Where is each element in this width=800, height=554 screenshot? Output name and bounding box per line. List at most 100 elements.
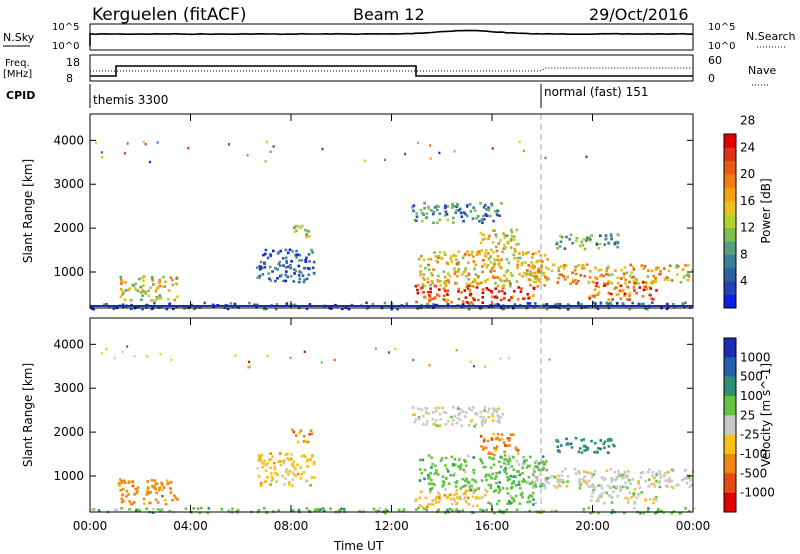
power-cell xyxy=(465,301,469,304)
velocity-cell xyxy=(535,465,539,468)
velocity-cell xyxy=(266,462,269,465)
power-cell xyxy=(465,204,469,207)
velocity-cell xyxy=(147,491,151,495)
velocity-cell xyxy=(306,479,309,483)
power-cell xyxy=(308,267,311,271)
power-cell xyxy=(528,302,532,305)
power-cell xyxy=(455,205,458,209)
velocity-cell xyxy=(662,474,666,478)
power-cell xyxy=(504,270,508,274)
nave-tick-low: 0 xyxy=(708,72,715,85)
velocity-cell xyxy=(302,454,306,457)
power-cell xyxy=(471,217,475,220)
power-cell xyxy=(277,251,281,254)
cpid-segment-1: themis 3300 xyxy=(93,93,168,107)
velocity-cell xyxy=(535,480,538,483)
velocity-cell xyxy=(312,460,316,464)
velocity-cell xyxy=(688,485,692,488)
power-cell xyxy=(144,292,148,295)
power-cell xyxy=(652,274,655,278)
velocity-cell xyxy=(508,455,511,458)
velocity-cell xyxy=(206,511,210,515)
power-cell xyxy=(668,264,672,268)
velocity-cell xyxy=(431,503,435,506)
power-cell xyxy=(580,303,583,306)
power-cell xyxy=(467,307,471,311)
power-cell xyxy=(650,297,654,301)
velocity-cell xyxy=(684,469,688,472)
velocity-cell xyxy=(484,365,487,368)
velocity-cell xyxy=(656,507,660,511)
power-cell xyxy=(514,243,518,246)
power-cell xyxy=(563,263,566,267)
velocity-cell xyxy=(479,410,483,414)
velocity-cell xyxy=(522,462,526,465)
velocity-cell xyxy=(509,502,512,505)
velocity-cell xyxy=(473,425,476,428)
velocity-cell xyxy=(427,474,430,477)
velocity-cell xyxy=(578,472,581,475)
power-cell xyxy=(469,282,472,286)
power-cell xyxy=(574,265,577,269)
velocity-cell xyxy=(309,429,313,433)
power-cell xyxy=(509,284,512,288)
velocity-cell xyxy=(136,489,139,493)
velocity-cell xyxy=(480,459,483,463)
power-cell xyxy=(554,303,557,306)
power-cell xyxy=(425,212,429,215)
velocity-cell xyxy=(603,446,606,449)
velocity-cell xyxy=(465,500,468,504)
power-cell xyxy=(168,302,171,306)
power-cell xyxy=(594,276,597,280)
velocity-cell xyxy=(484,465,487,469)
power-cell xyxy=(614,269,617,272)
power-cell xyxy=(667,269,671,273)
velocity-cell xyxy=(429,488,432,492)
velocity-cell xyxy=(329,507,332,511)
velocity-cell xyxy=(441,485,445,488)
velocity-cell xyxy=(127,493,130,496)
velocity-cell xyxy=(470,419,474,422)
velocity-cell xyxy=(496,432,500,436)
velocity-cell xyxy=(512,468,516,471)
velocity-cell xyxy=(490,452,493,456)
power-cell xyxy=(487,252,490,255)
power-cell xyxy=(571,271,574,274)
power-cell xyxy=(465,282,469,286)
velocity-cell xyxy=(609,468,613,471)
power-cell xyxy=(430,272,433,275)
power-cell xyxy=(500,279,503,282)
velocity-cell xyxy=(551,474,554,478)
velocity-cell xyxy=(425,423,428,426)
power-cell xyxy=(507,261,511,265)
velocity-cell xyxy=(459,418,462,422)
power-cell xyxy=(405,302,409,306)
power-colorbar-swatch xyxy=(724,214,736,228)
velocity-cell xyxy=(440,457,444,460)
beam-title: Beam 12 xyxy=(353,5,425,24)
power-cell xyxy=(468,203,472,206)
power-cell xyxy=(278,260,282,264)
nsearch-tick-high: 10^5 xyxy=(708,22,735,33)
power-cell xyxy=(666,276,670,279)
power-cell xyxy=(295,249,298,253)
power-cell xyxy=(533,265,536,268)
velocity-cell xyxy=(160,481,163,485)
velocity-cell xyxy=(333,358,336,362)
velocity-colorbar-tick: -1000 xyxy=(740,486,775,500)
power-cell xyxy=(654,280,658,284)
power-cell xyxy=(571,280,575,284)
power-cell xyxy=(483,218,486,221)
velocity-cell xyxy=(247,366,250,369)
velocity-cell xyxy=(541,460,545,464)
power-cell xyxy=(144,290,147,294)
velocity-cell xyxy=(438,497,441,501)
velocity-colorbar-swatch xyxy=(724,376,736,397)
power-cell xyxy=(501,289,504,293)
velocity-cell xyxy=(434,406,437,410)
velocity-cell xyxy=(508,444,511,447)
power-cell xyxy=(461,256,465,260)
power-cell xyxy=(604,234,608,237)
power-cell xyxy=(444,210,448,214)
power-cell xyxy=(495,235,498,239)
